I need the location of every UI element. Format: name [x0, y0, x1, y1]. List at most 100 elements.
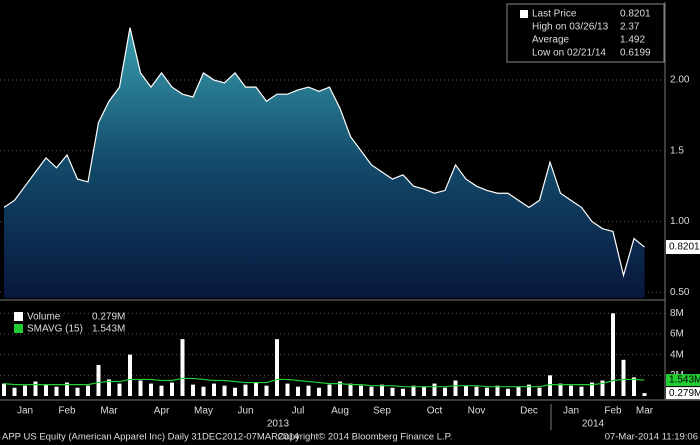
x-tick-label: Jan: [17, 406, 33, 417]
volume-bar: [243, 384, 248, 396]
volume-bar: [33, 381, 38, 396]
footer-right: 07-Mar-2014 11:19:06: [605, 432, 698, 443]
volume-bar: [621, 359, 626, 396]
legend-swatch: [14, 312, 23, 321]
volume-bar: [233, 387, 237, 396]
value-box: [666, 374, 700, 387]
x-tick-label: Feb: [604, 406, 622, 417]
volume-bar: [201, 386, 206, 396]
volume-bar: [611, 313, 615, 396]
legend-value: 0.6199: [620, 48, 651, 59]
footer-center: Copyright© 2014 Bloomberg Finance L.P.: [278, 432, 453, 443]
volume-bar: [170, 382, 174, 396]
volume-bar: [548, 375, 552, 396]
volume-bar: [254, 382, 258, 396]
y-tick-label: 0.50: [670, 287, 690, 298]
footer-left: APP US Equity (American Apparel Inc) Dai…: [2, 432, 299, 443]
volume-bar: [222, 385, 227, 396]
volume-bar: [317, 387, 321, 396]
volume-bar: [590, 382, 594, 396]
volume-bar: [117, 383, 122, 396]
volume-bar: [569, 385, 573, 396]
volume-bar: [516, 386, 521, 396]
last-price-label: 0.8201: [669, 242, 700, 253]
volume-bar: [632, 377, 636, 396]
year-label: 2014: [582, 419, 605, 430]
volume-bar: [128, 354, 132, 396]
legend-label: SMAVG (15): [27, 324, 83, 335]
volume-bar: [338, 381, 342, 396]
price-line: [3, 27, 645, 278]
volume-bar: [96, 364, 101, 396]
x-tick-label: Aug: [331, 406, 349, 417]
value-box: [666, 387, 700, 400]
legend-value: 1.492: [620, 35, 645, 46]
volume-bar: [495, 385, 500, 396]
volume-bar: [65, 382, 69, 396]
volume-bar: [296, 386, 300, 396]
volume-bar: [180, 339, 185, 396]
x-tick-label: May: [194, 406, 213, 417]
volume-bar: [579, 386, 584, 396]
volume-bar: [86, 385, 90, 396]
x-tick-label: Mar: [636, 406, 654, 417]
smavg-line: [3, 377, 645, 388]
legend-value: 2.37: [620, 22, 640, 33]
volume-bar: [474, 386, 479, 396]
y-tick-label: 6M: [670, 329, 684, 340]
volume-bar: [264, 385, 269, 396]
volume-bar: [443, 387, 447, 396]
last-price-box: [666, 240, 700, 255]
x-tick-label: Jan: [563, 406, 579, 417]
volume-bar: [348, 383, 353, 396]
volume-bar: [380, 384, 384, 396]
legend-box: [506, 3, 665, 63]
volume-bar: [506, 388, 510, 396]
volume-bar: [12, 387, 17, 396]
legend-label: Average: [532, 35, 570, 46]
volume-bar: [285, 383, 290, 396]
volume-bar: [390, 387, 395, 396]
x-tick-label: Apr: [154, 406, 170, 417]
volume-bar: [149, 383, 153, 396]
volume-bar: [159, 385, 164, 396]
volume-bar: [138, 380, 143, 396]
volume-bar: [54, 386, 59, 396]
legend-value: 0.8201: [620, 9, 651, 20]
legend-value: 1.543M: [92, 324, 125, 335]
legend-value: 0.279M: [92, 312, 125, 323]
volume-bar: [642, 393, 647, 396]
volume-bar: [558, 383, 563, 396]
volume-bar: [401, 388, 405, 396]
legend-swatch: [14, 324, 23, 333]
year-label: 2013: [267, 419, 290, 430]
volume-bar: [327, 384, 332, 396]
x-tick-label: Sep: [373, 406, 391, 417]
volume-bar: [2, 383, 6, 396]
legend-swatch: [520, 10, 528, 18]
volume-bar: [453, 380, 458, 396]
y-tick-label: 8M: [670, 308, 684, 319]
volume-bar: [191, 384, 195, 396]
volume-bar: [432, 383, 437, 396]
y-tick-label: 1.00: [670, 216, 690, 227]
volume-bar: [537, 387, 542, 396]
legend-label: Volume: [27, 312, 61, 323]
volume-bar: [600, 380, 605, 396]
volume-bar: [485, 387, 489, 396]
legend-label: Low on 02/21/14: [532, 48, 606, 59]
volume-bar: [411, 385, 416, 396]
volume-bar: [107, 379, 111, 396]
legend-label: Last Price: [532, 9, 577, 20]
y-tick-label: 1.5: [670, 145, 684, 156]
volume-bar: [44, 384, 48, 396]
x-tick-label: Mar: [100, 406, 118, 417]
y-tick-label: 2.00: [670, 75, 690, 86]
x-tick-label: Dec: [520, 406, 538, 417]
volume-bar: [212, 383, 216, 396]
volume-bar: [23, 385, 27, 396]
volume-bar: [422, 386, 426, 396]
x-tick-label: Jun: [237, 406, 253, 417]
volume-bar: [306, 385, 311, 396]
